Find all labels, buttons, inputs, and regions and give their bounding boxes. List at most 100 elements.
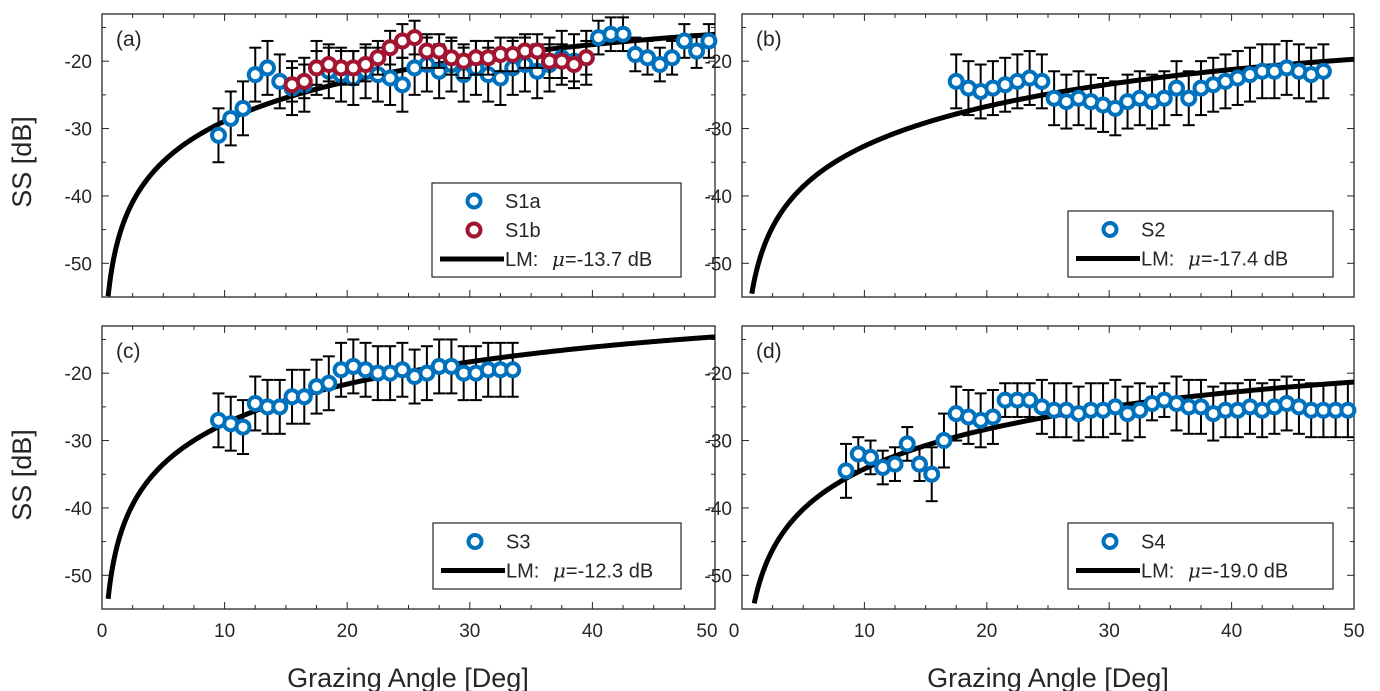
data-point-s3 xyxy=(234,418,252,436)
data-point-s4 xyxy=(923,465,941,483)
data-point-s3 xyxy=(320,374,338,392)
data-point-s4 xyxy=(886,455,904,473)
x-tick-label: 30 xyxy=(459,621,480,642)
x-tick-label: 40 xyxy=(1221,621,1242,642)
legend-mu-symbol: μ xyxy=(552,247,565,271)
x-tick-label: 10 xyxy=(214,621,235,642)
y-tick-label: -30 xyxy=(65,120,92,141)
data-point-s2 xyxy=(1033,72,1051,90)
data-point-s4 xyxy=(837,462,855,480)
data-point-s1a xyxy=(614,25,632,43)
data-point-s4 xyxy=(1192,398,1210,416)
y-tick-label: -40 xyxy=(705,187,732,208)
data-point-s1a xyxy=(675,32,693,50)
y-tick-label: -30 xyxy=(705,432,732,453)
chart-panel-3: 0 10 20 30 40 50 -50 -40 -30 -20 (c) S3 LM: μ=-12.3 … xyxy=(65,325,718,642)
data-point-s1a xyxy=(688,42,706,60)
data-point-s1a xyxy=(234,99,252,117)
legend-label-s1b: S1b xyxy=(505,220,541,242)
legend-mu-value: =-13.7 dB xyxy=(565,249,652,271)
data-point-s1a xyxy=(491,69,509,87)
data-point-s1b xyxy=(430,42,448,60)
legend-label-model: LM: μ=-13.7 dB xyxy=(505,247,652,271)
x-tick-label: 20 xyxy=(337,621,358,642)
y-tick-label: -30 xyxy=(705,120,732,141)
data-point-s4 xyxy=(935,432,953,450)
x-tick-label: 50 xyxy=(696,621,717,642)
data-point-s1a xyxy=(639,49,657,67)
data-point-s1a xyxy=(393,76,411,94)
legend-marker-s2 xyxy=(1101,221,1119,238)
data-point-s4 xyxy=(1339,401,1357,419)
data-point-s1a xyxy=(651,56,669,74)
y-tick-label: -50 xyxy=(705,254,732,275)
data-point-s2 xyxy=(1314,62,1332,80)
panel-label: (b) xyxy=(756,28,782,51)
data-point-s4 xyxy=(898,435,916,453)
data-point-s2 xyxy=(1155,89,1173,107)
data-point-s1a xyxy=(663,49,681,67)
y-tick-label: -40 xyxy=(65,499,92,520)
y-tick-label: -40 xyxy=(65,187,92,208)
data-point-s3 xyxy=(418,364,436,382)
legend-mu-symbol: μ xyxy=(1188,247,1201,271)
y-tick-label: -50 xyxy=(65,566,92,587)
data-point-s2 xyxy=(1106,99,1124,117)
data-point-s1b xyxy=(381,39,399,57)
data-point-s1b xyxy=(528,42,546,60)
data-point-s1b xyxy=(369,49,387,67)
panel-label: (d) xyxy=(756,340,782,363)
legend-label-s3: S3 xyxy=(506,532,530,554)
data-point-s1b xyxy=(295,72,313,90)
legend-marker-s1a xyxy=(465,192,483,210)
x-tick-label: 40 xyxy=(582,621,603,642)
data-point-s3 xyxy=(504,361,522,379)
data-point-s2 xyxy=(1180,89,1198,107)
x-axis-title-right: Grazing Angle [Deg] xyxy=(927,663,1169,691)
legend-label-s2: S2 xyxy=(1141,220,1165,242)
legend-marker-s4 xyxy=(1101,533,1119,550)
x-tick-label: 0 xyxy=(729,621,740,642)
data-point-s1b xyxy=(565,56,583,74)
data-point-s4 xyxy=(1106,398,1124,416)
data-point-s1b xyxy=(577,49,595,67)
data-point-s3 xyxy=(393,361,411,379)
panel-label: (c) xyxy=(116,340,141,363)
data-point-s1a xyxy=(222,109,240,127)
y-tick-label: -50 xyxy=(65,254,92,275)
data-point-s3 xyxy=(295,388,313,406)
data-point-s2 xyxy=(947,72,965,90)
data-point-s3 xyxy=(442,357,460,375)
legend-mu-symbol: μ xyxy=(553,559,566,583)
y-tick-label: -20 xyxy=(705,52,732,73)
legend-label-model: LM: μ=-12.3 dB xyxy=(506,559,653,583)
y-axis-title-top: SS [dB] xyxy=(7,116,37,208)
y-tick-label: -50 xyxy=(705,566,732,587)
legend-mu-value: =-12.3 dB xyxy=(566,561,653,583)
y-tick-label: -20 xyxy=(65,52,92,73)
x-tick-label: 50 xyxy=(1343,621,1364,642)
data-point-s1a xyxy=(381,69,399,87)
y-tick-label: -20 xyxy=(705,364,732,385)
chart-panel-2: -50 -40 -30 -20 (b) S2 LM: μ=-17.4 dB xyxy=(705,13,1356,298)
data-point-s4 xyxy=(910,455,928,473)
data-point-s2 xyxy=(1168,79,1186,97)
x-tick-label: 20 xyxy=(976,621,997,642)
chart-panel-1: -50 -40 -30 -20 (a) S1a S1b LM: μ=-13.7 dB xyxy=(65,13,718,298)
legend-label-model: LM: μ=-19.0 dB xyxy=(1141,559,1288,583)
x-tick-label: 30 xyxy=(1099,621,1120,642)
y-tick-label: -30 xyxy=(65,432,92,453)
data-point-s4 xyxy=(1131,401,1149,419)
x-tick-label: 0 xyxy=(97,621,108,642)
legend-marker-s1b xyxy=(465,221,483,239)
data-point-s1a xyxy=(246,66,264,84)
data-point-s4 xyxy=(1021,391,1039,409)
data-point-s4 xyxy=(862,448,880,466)
legend-mu-value: =-19.0 dB xyxy=(1201,561,1288,583)
data-point-s1a xyxy=(700,32,718,50)
panel-label: (a) xyxy=(116,28,142,51)
legend-mu-value: =-17.4 dB xyxy=(1201,249,1288,271)
legend-mu-symbol: μ xyxy=(1188,559,1201,583)
x-axis-title-left: Grazing Angle [Deg] xyxy=(287,663,529,691)
